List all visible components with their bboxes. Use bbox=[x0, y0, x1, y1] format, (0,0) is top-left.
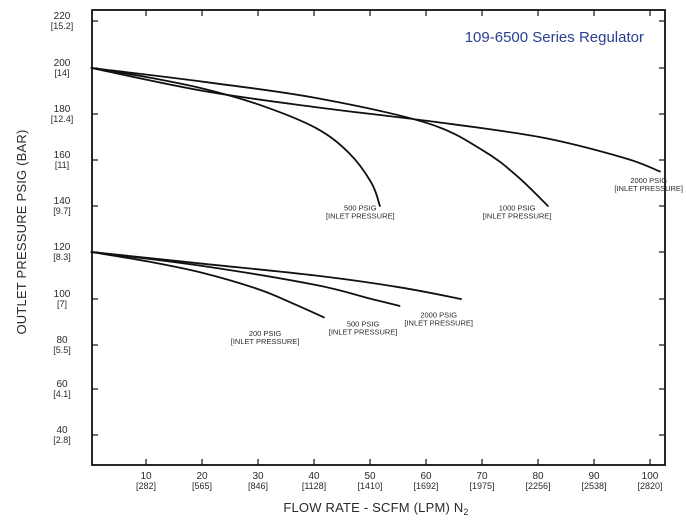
y-tick-label: 220 bbox=[54, 11, 71, 22]
y-axis-title: OUTLET PRESSURE PSIG (BAR) bbox=[14, 129, 29, 334]
x-tick-sublabel: [1692] bbox=[413, 481, 438, 491]
x-tick-label: 30 bbox=[252, 471, 264, 482]
x-tick-sublabel: [565] bbox=[192, 481, 212, 491]
x-tick-sublabel: [846] bbox=[248, 481, 268, 491]
y-tick-sublabel: [4.1] bbox=[53, 389, 71, 399]
series-line-4 bbox=[90, 251, 401, 307]
y-tick-label: 100 bbox=[54, 289, 71, 300]
series-label-2-line-1: [INLET PRESSURE] bbox=[614, 184, 683, 193]
x-tick-label: 50 bbox=[364, 471, 376, 482]
series-label-2-line-0: 2000 PSIG bbox=[630, 176, 667, 185]
series-line-1 bbox=[90, 67, 549, 207]
series-label-5-line-0: 2000 PSIG bbox=[420, 310, 457, 319]
y-tick-label: 180 bbox=[54, 104, 71, 115]
series-label-5-line-1: [INLET PRESSURE] bbox=[404, 318, 473, 327]
y-tick-label: 160 bbox=[54, 150, 71, 161]
x-tick-sublabel: [2538] bbox=[581, 481, 606, 491]
x-tick-sublabel: [2820] bbox=[637, 481, 662, 491]
x-tick-label: 80 bbox=[532, 471, 544, 482]
series-label-1-line-1: [INLET PRESSURE] bbox=[483, 212, 552, 221]
y-tick-label: 80 bbox=[56, 335, 68, 346]
x-tick-sublabel: [1410] bbox=[357, 481, 382, 491]
y-axis-ticks: 220[15.2] 200[14] 180[12.4] 160[11] 140[9.7]… bbox=[51, 11, 665, 445]
y-tick-label: 140 bbox=[54, 196, 71, 207]
x-tick-sublabel: [1975] bbox=[469, 481, 494, 491]
x-tick-label: 100 bbox=[642, 471, 659, 482]
series-label-0-line-1: [INLET PRESSURE] bbox=[326, 212, 395, 221]
series-label-1-line-0: 1000 PSIG bbox=[499, 204, 536, 213]
series-label-3-line-1: [INLET PRESSURE] bbox=[231, 337, 300, 346]
y-tick-label: 40 bbox=[56, 425, 68, 436]
series-line-0 bbox=[90, 67, 381, 207]
y-tick-sublabel: [14] bbox=[54, 68, 69, 78]
x-axis-ticks: 10[282]20[565]30[846]40[1128]50[1410]60[… bbox=[136, 10, 663, 491]
series-line-2 bbox=[90, 67, 661, 173]
x-tick-sublabel: [282] bbox=[136, 481, 156, 491]
series-label-3-line-0: 200 PSIG bbox=[249, 329, 282, 338]
y-tick-sublabel: [12.4] bbox=[51, 114, 74, 124]
y-tick-label: 60 bbox=[56, 379, 68, 390]
y-tick-sublabel: [9.7] bbox=[53, 206, 71, 216]
y-tick-sublabel: [11] bbox=[55, 160, 69, 170]
y-tick-label: 120 bbox=[54, 242, 71, 253]
series-label-0-line-0: 500 PSIG bbox=[344, 204, 377, 213]
series-label-4-line-1: [INLET PRESSURE] bbox=[329, 328, 398, 337]
y-tick-sublabel: [7] bbox=[57, 299, 67, 309]
x-tick-label: 20 bbox=[196, 471, 208, 482]
plot-frame bbox=[91, 9, 666, 466]
series-lines bbox=[90, 67, 661, 319]
x-axis-title-subscript: 2 bbox=[463, 507, 468, 517]
x-tick-sublabel: [2256] bbox=[525, 481, 550, 491]
x-tick-label: 90 bbox=[588, 471, 600, 482]
y-tick-sublabel: [5.5] bbox=[53, 345, 71, 355]
series-labels: 500 PSIG[INLET PRESSURE]1000 PSIG[INLET … bbox=[231, 176, 683, 346]
x-tick-sublabel: [1128] bbox=[302, 481, 326, 491]
x-tick-label: 70 bbox=[476, 471, 488, 482]
x-axis-title: FLOW RATE - SCFM (LPM) N2 bbox=[283, 500, 468, 517]
series-label-4-line-0: 500 PSIG bbox=[347, 320, 380, 329]
series-line-5 bbox=[90, 251, 462, 300]
chart-title: 109-6500 Series Regulator bbox=[465, 29, 644, 46]
x-tick-label: 40 bbox=[308, 471, 320, 482]
x-tick-label: 10 bbox=[140, 471, 152, 482]
y-tick-sublabel: [15.2] bbox=[51, 21, 74, 31]
y-tick-label: 200 bbox=[54, 58, 71, 69]
y-tick-sublabel: [2.8] bbox=[53, 435, 71, 445]
y-tick-sublabel: [8.3] bbox=[53, 252, 71, 262]
series-line-3 bbox=[90, 251, 325, 319]
x-axis-title-main: FLOW RATE - SCFM (LPM) N bbox=[283, 500, 463, 515]
x-tick-label: 60 bbox=[420, 471, 432, 482]
